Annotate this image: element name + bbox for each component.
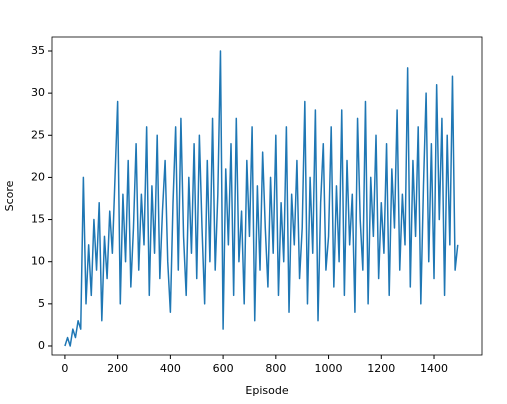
x-tick-label: 1000: [315, 362, 343, 375]
x-axis-label: Episode: [245, 384, 288, 397]
x-tick-label: 400: [160, 362, 181, 375]
y-tick-label: 15: [31, 213, 45, 226]
x-tick-label: 200: [107, 362, 128, 375]
y-tick-label: 5: [38, 297, 45, 310]
y-tick-label: 25: [31, 128, 45, 141]
line-series: [64, 50, 459, 347]
y-tick-label: 35: [31, 44, 45, 57]
y-tick-label: 30: [31, 86, 45, 99]
x-tick-label: 800: [265, 362, 286, 375]
x-tick-label: 0: [61, 362, 68, 375]
x-tick-label: 1200: [367, 362, 395, 375]
plot-frame: [51, 36, 483, 356]
x-tick-label: 600: [213, 362, 234, 375]
x-tick-label: 1400: [420, 362, 448, 375]
y-axis-label: Score: [3, 180, 16, 211]
y-tick-label: 0: [38, 339, 45, 352]
y-tick-label: 10: [31, 255, 45, 268]
y-tick-label: 20: [31, 170, 45, 183]
